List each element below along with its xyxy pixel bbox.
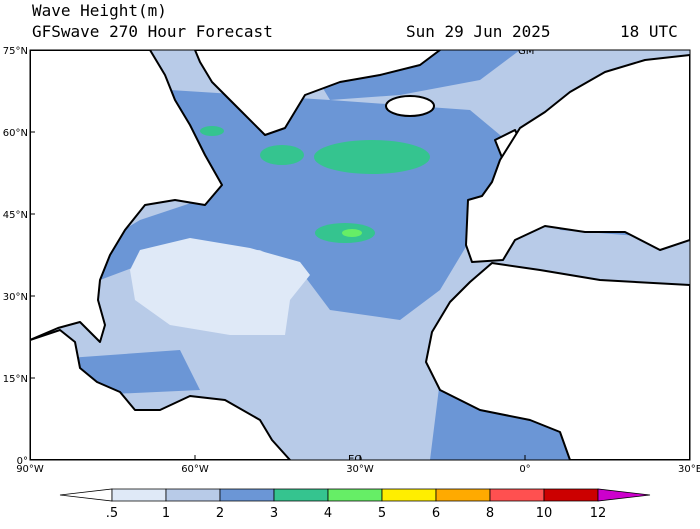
colorbar-label: 6 (432, 506, 440, 521)
title: Wave Height(m) (32, 1, 167, 20)
lat-label: 15°N (3, 374, 28, 385)
colorbar-swatch (381, 488, 437, 502)
lat-label: 60°N (3, 128, 28, 139)
subtitle: GFSwave 270 Hour Forecast (32, 22, 273, 41)
colorbar-label: 3 (270, 506, 278, 521)
colorbar-swatch (273, 488, 329, 502)
africa (425, 262, 690, 460)
lat-label: 75°N (3, 46, 28, 57)
lon-label: 0° (519, 464, 530, 475)
high-wave (314, 140, 430, 174)
lat-label: 0° (17, 456, 28, 467)
colorbar-swatch (219, 488, 275, 502)
colorbar-label: 12 (590, 506, 607, 521)
north-america (30, 50, 223, 343)
colorbar-swatch (543, 488, 599, 502)
lon-label: 30°E (678, 464, 700, 475)
colorbar-label: 1 (162, 506, 170, 521)
colorbar-swatch (111, 488, 167, 502)
map-area: GM EQ (30, 46, 690, 465)
colorbar: .5 1 2 3 4 5 6 8 10 12 (59, 488, 651, 521)
lat-label: 45°N (3, 210, 28, 221)
colorbar-label: 5 (378, 506, 386, 521)
lon-label: 30°W (346, 464, 374, 475)
date: Sun 29 Jun 2025 (406, 22, 551, 41)
colorbar-label: 4 (324, 506, 332, 521)
colorbar-swatch (165, 488, 221, 502)
greenland (194, 50, 441, 136)
axes: 75°N60°N45°N30°N15°N0°90°W 60°W 30°W 0° 30°E (3, 46, 700, 475)
colorbar-swatch (597, 488, 651, 502)
annotation: GM (518, 46, 534, 57)
high-wave (260, 145, 304, 165)
colorbar-swatch (59, 488, 113, 502)
lon-label: 90°W (16, 464, 44, 475)
lon-label: 60°W (181, 464, 209, 475)
colorbar-swatch (327, 488, 383, 502)
peak-wave (342, 229, 362, 237)
colorbar-label: 8 (486, 506, 494, 521)
calm-region (130, 238, 310, 335)
colorbar-label: 2 (216, 506, 224, 521)
iceland (385, 95, 435, 117)
annotation: EQ (348, 454, 362, 465)
lat-label: 30°N (3, 292, 28, 303)
high-wave (200, 126, 224, 136)
colorbar-label: 10 (536, 506, 553, 521)
europe (465, 54, 690, 263)
colorbar-swatch (489, 488, 545, 502)
colorbar-label: .5 (106, 506, 118, 521)
time: 18 UTC (620, 22, 678, 41)
colorbar-swatch (435, 488, 491, 502)
central-south-america (30, 329, 291, 460)
